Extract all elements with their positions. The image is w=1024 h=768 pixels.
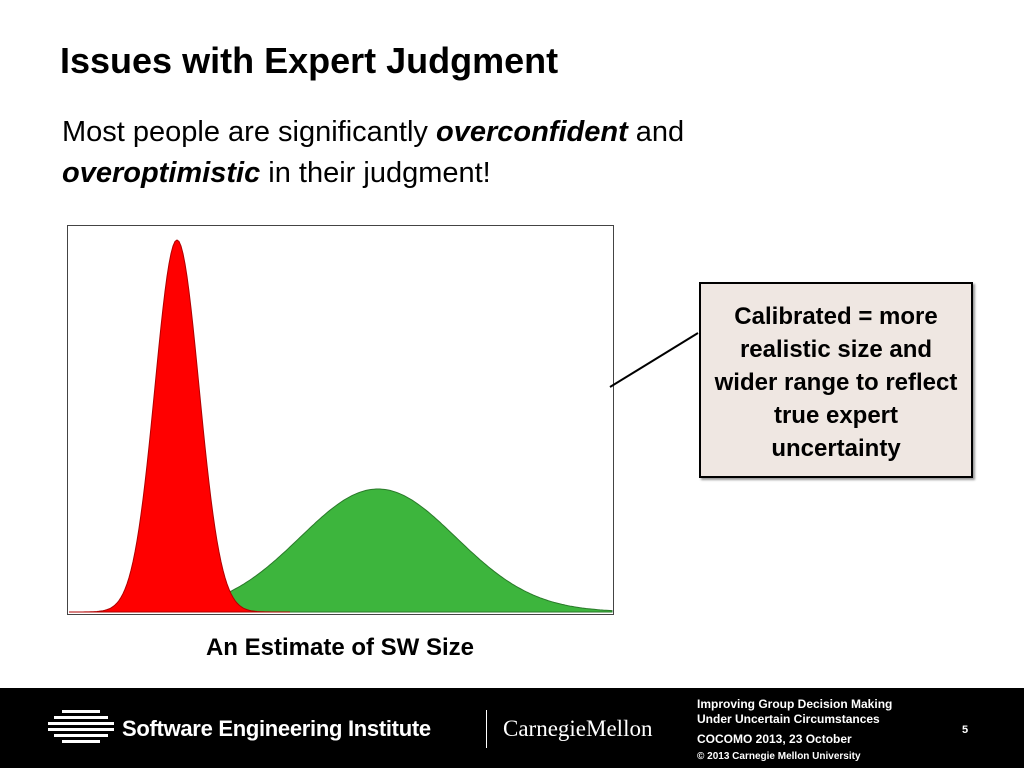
figure-caption: An Estimate of SW Size bbox=[205, 634, 475, 661]
org-name: Software Engineering Institute bbox=[122, 716, 431, 741]
sei-logo bbox=[48, 710, 114, 743]
copyright: © 2013 Carnegie Mellon University bbox=[697, 751, 861, 762]
body-text: in their judgment! bbox=[260, 157, 491, 189]
callout-box: Calibrated = more realistic size and wid… bbox=[699, 282, 973, 478]
presentation-title: Improving Group Decision Making bbox=[697, 697, 893, 711]
body-emphasis: overoptimistic bbox=[62, 157, 261, 189]
event: COCOMO 2013, 23 October bbox=[697, 732, 852, 746]
footer: Software Engineering Institute CarnegieM… bbox=[0, 688, 1024, 768]
callout-connector bbox=[609, 332, 699, 388]
body-text: Most people are significantly bbox=[62, 116, 436, 148]
body-emphasis: overconfident bbox=[435, 116, 628, 148]
body-text: and bbox=[627, 116, 685, 148]
divider bbox=[486, 710, 487, 748]
presentation-title: Under Uncertain Circumstances bbox=[697, 712, 880, 726]
figure bbox=[67, 225, 699, 615]
page-number: 5 bbox=[962, 724, 969, 736]
body-line: Most people are significantly overconfid… bbox=[62, 116, 684, 149]
body-line: overoptimistic in their judgment! bbox=[62, 157, 491, 190]
slide-title: Issues with Expert Judgment bbox=[60, 40, 559, 81]
narrow-distribution bbox=[69, 239, 290, 613]
university-name: CarnegieMellon bbox=[503, 716, 653, 741]
